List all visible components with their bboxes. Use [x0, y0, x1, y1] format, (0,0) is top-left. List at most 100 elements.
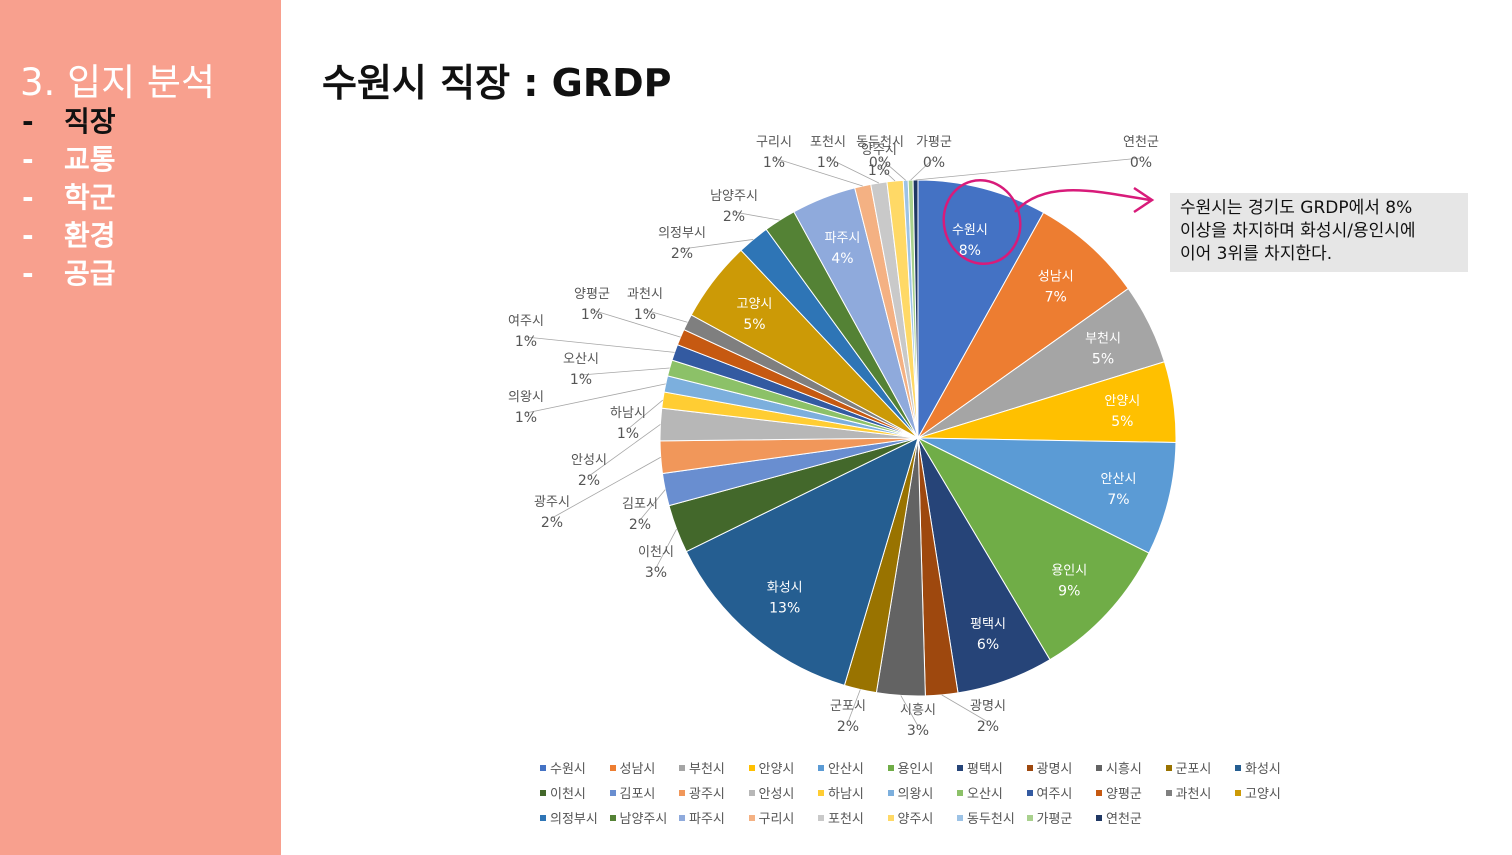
- legend-label: 양주시: [897, 812, 934, 827]
- nav-dash: -: [22, 219, 34, 252]
- leader-line: [655, 528, 677, 569]
- legend-item: 안산시: [818, 758, 888, 777]
- annotation-arrowhead: [1133, 186, 1155, 214]
- data-label-name: 남양주시: [710, 189, 758, 204]
- leader-line: [847, 689, 861, 723]
- data-label-name: 이천시: [638, 545, 674, 560]
- legend-swatch: [1026, 764, 1033, 771]
- legend-label: 의왕시: [897, 787, 934, 802]
- data-label-name: 파주시: [824, 231, 860, 246]
- legend-swatch: [957, 814, 963, 821]
- data-label-value: 1%: [617, 426, 639, 442]
- legend-swatch: [1096, 789, 1102, 796]
- leader-line: [525, 383, 666, 414]
- data-label-name: 수원시: [952, 223, 988, 238]
- data-label-value: 1%: [868, 163, 890, 179]
- data-label-value: 1%: [581, 307, 603, 323]
- legend-swatch: [887, 789, 894, 796]
- leader-line: [827, 157, 879, 184]
- data-label-name: 화성시: [767, 581, 803, 596]
- legend-label: 안양시: [758, 762, 795, 777]
- legend-item: 과천시: [1165, 783, 1236, 802]
- legend-item: 포천시: [818, 808, 888, 827]
- legend-swatch: [540, 814, 546, 821]
- nav-dash: -: [22, 257, 34, 290]
- legend-item: 화성시: [1235, 758, 1305, 777]
- nav-item-work[interactable]: - 직장: [22, 100, 116, 140]
- legend-label: 부천시: [689, 762, 725, 777]
- legend-label: 광주시: [689, 787, 725, 802]
- legend-label: 화성시: [1245, 762, 1281, 777]
- nav-item-school[interactable]: - 학군: [22, 176, 116, 216]
- annotation: [942, 179, 1155, 265]
- data-label-name: 연천군: [1123, 135, 1159, 150]
- leader-line: [644, 309, 688, 323]
- legend-label: 안산시: [828, 762, 864, 777]
- leader-line: [627, 399, 664, 430]
- pie-slices: [659, 179, 1177, 697]
- legend-label: 여주시: [1036, 787, 1073, 802]
- data-label-name: 과천시: [627, 287, 663, 302]
- legend-item: 부천시: [679, 758, 749, 777]
- nav-dash: -: [22, 105, 34, 138]
- leader-line: [591, 309, 681, 338]
- data-label-value: 1%: [515, 334, 537, 350]
- legend-swatch: [679, 814, 685, 821]
- leader-line: [879, 157, 906, 181]
- legend-item: 안성시: [748, 783, 819, 802]
- legend-item: 광주시: [679, 783, 749, 802]
- legend-swatch: [748, 764, 755, 771]
- leader-line: [733, 211, 780, 221]
- data-label-value: 1%: [817, 155, 839, 171]
- data-label-value: 2%: [578, 473, 600, 489]
- data-label-name: 구리시: [756, 135, 792, 150]
- leader-line: [915, 157, 1142, 181]
- leader-line: [588, 424, 661, 477]
- leader-line: [639, 489, 666, 521]
- data-label-value: 5%: [743, 317, 765, 333]
- leader-line: [900, 695, 919, 727]
- leader-lines: [525, 157, 1142, 727]
- nav-item-label: 환경: [64, 219, 116, 252]
- data-label-value: 0%: [923, 155, 945, 171]
- data-label-name: 안산시: [1101, 472, 1137, 487]
- legend-item: 구리시: [748, 808, 819, 827]
- nav-item-supply[interactable]: - 공급: [22, 252, 116, 292]
- legend-label: 동두천시: [967, 812, 1015, 827]
- data-label-value: 2%: [723, 209, 745, 225]
- legend-row: 의정부시 남양주시 파주시 구리시 포천시 양주시 동두천시 가평군 연천군: [540, 805, 1320, 830]
- data-label-value: 2%: [541, 515, 563, 531]
- legend-swatch: [1096, 814, 1102, 821]
- legend-label: 가평군: [1036, 812, 1073, 827]
- data-label-name: 부천시: [1085, 332, 1121, 347]
- legend-label: 용인시: [897, 762, 934, 777]
- data-label-name: 양주시: [861, 143, 897, 158]
- data-label-value: 6%: [977, 637, 999, 653]
- legend-swatch: [748, 789, 755, 796]
- legend-label: 고양시: [1245, 787, 1281, 802]
- leader-line: [941, 694, 989, 723]
- annotation-arrow: [1014, 189, 1151, 213]
- legend-item: 군포시: [1165, 758, 1236, 777]
- legend-row: 수원시 성남시 부천시 안양시 안산시 용인시 평택시 광명시 시흥시 군포시 화성시: [540, 755, 1320, 780]
- legend-item: 광명시: [1026, 758, 1097, 777]
- data-label-name: 오산시: [563, 352, 599, 367]
- legend-label: 시흥시: [1106, 762, 1142, 777]
- legend-item: 하남시: [818, 783, 888, 802]
- data-label-name: 포천시: [810, 135, 846, 150]
- nav-item-environment[interactable]: - 환경: [22, 214, 116, 254]
- data-label-value: 1%: [763, 155, 785, 171]
- legend-item: 여주시: [1026, 783, 1097, 802]
- data-label-name: 가평군: [916, 135, 952, 150]
- nav-item-transport[interactable]: - 교통: [22, 138, 116, 178]
- data-label-name: 여주시: [508, 314, 544, 329]
- data-label-value: 3%: [645, 565, 667, 581]
- legend-swatch: [1165, 789, 1172, 796]
- data-label-name: 광주시: [534, 495, 570, 510]
- legend-item: 성남시: [609, 758, 680, 777]
- legend-item: 평택시: [957, 758, 1027, 777]
- legend-item: 이천시: [540, 783, 610, 802]
- legend-label: 양평군: [1106, 787, 1142, 802]
- data-label-value: 2%: [629, 517, 651, 533]
- legend-swatch: [818, 764, 824, 771]
